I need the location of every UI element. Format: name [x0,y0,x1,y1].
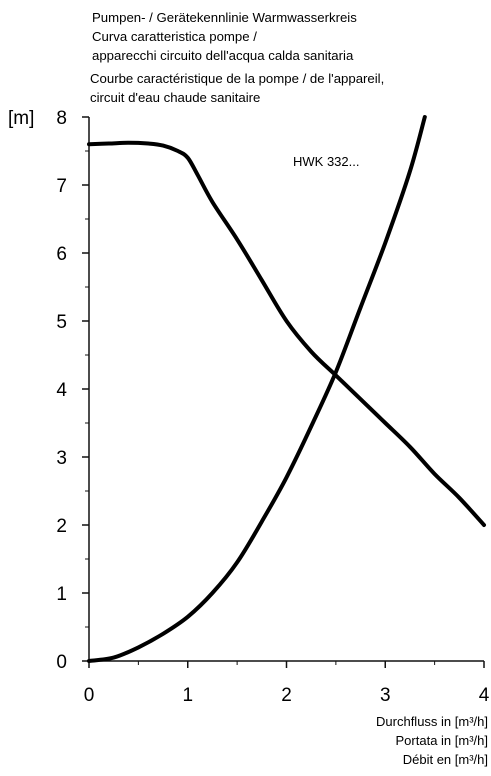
device-annotation: HWK 332... [293,154,359,169]
series-line-pump-curve [87,140,486,527]
x-axis-label-line-1: Durchfluss in [m³/h] [376,714,488,729]
y-tick-label: 8 [56,108,67,129]
y-tick-label: 4 [56,380,67,401]
y-tick-label: 7 [56,176,67,197]
x-tick-label: 1 [182,685,193,706]
y-tick-label: 0 [56,652,67,673]
y-tick-label: 1 [56,584,67,605]
tick-labels: 0 1 2 3 4 5 6 7 8 0 1 2 3 4 [56,108,489,706]
x-axis-label-line-2: Portata in [m³/h] [396,733,488,748]
title-line-1: Pumpen- / Gerätekennlinie Warmwasserkrei… [92,10,357,25]
y-tick-label: 6 [56,244,67,265]
x-tick-label: 4 [479,685,490,706]
title-line-5: circuit d'eau chaude sanitaire [90,90,260,105]
series-line-system-curve [87,115,427,663]
y-axis-label: [m] [8,108,34,129]
y-tick-label: 5 [56,312,67,333]
x-axis-label: Durchfluss in [m³/h] Portata in [m³/h] D… [376,714,488,767]
y-tick-label: 2 [56,516,67,537]
title-line-3: apparecchi circuito dell'acqua calda san… [92,48,354,63]
title-line-4: Courbe caractéristique de la pompe / de … [90,71,384,86]
x-tick-label: 2 [281,685,292,706]
x-tick-label: 0 [84,685,95,706]
y-tick-label: 3 [56,448,67,469]
x-tick-label: 3 [380,685,391,706]
title-line-2: Curva caratteristica pompe / [92,29,257,44]
axes [82,116,485,668]
x-axis-label-line-3: Débit en [m³/h] [403,752,488,767]
chart-title: Pumpen- / Gerätekennlinie Warmwasserkrei… [90,10,384,105]
series [87,115,486,663]
